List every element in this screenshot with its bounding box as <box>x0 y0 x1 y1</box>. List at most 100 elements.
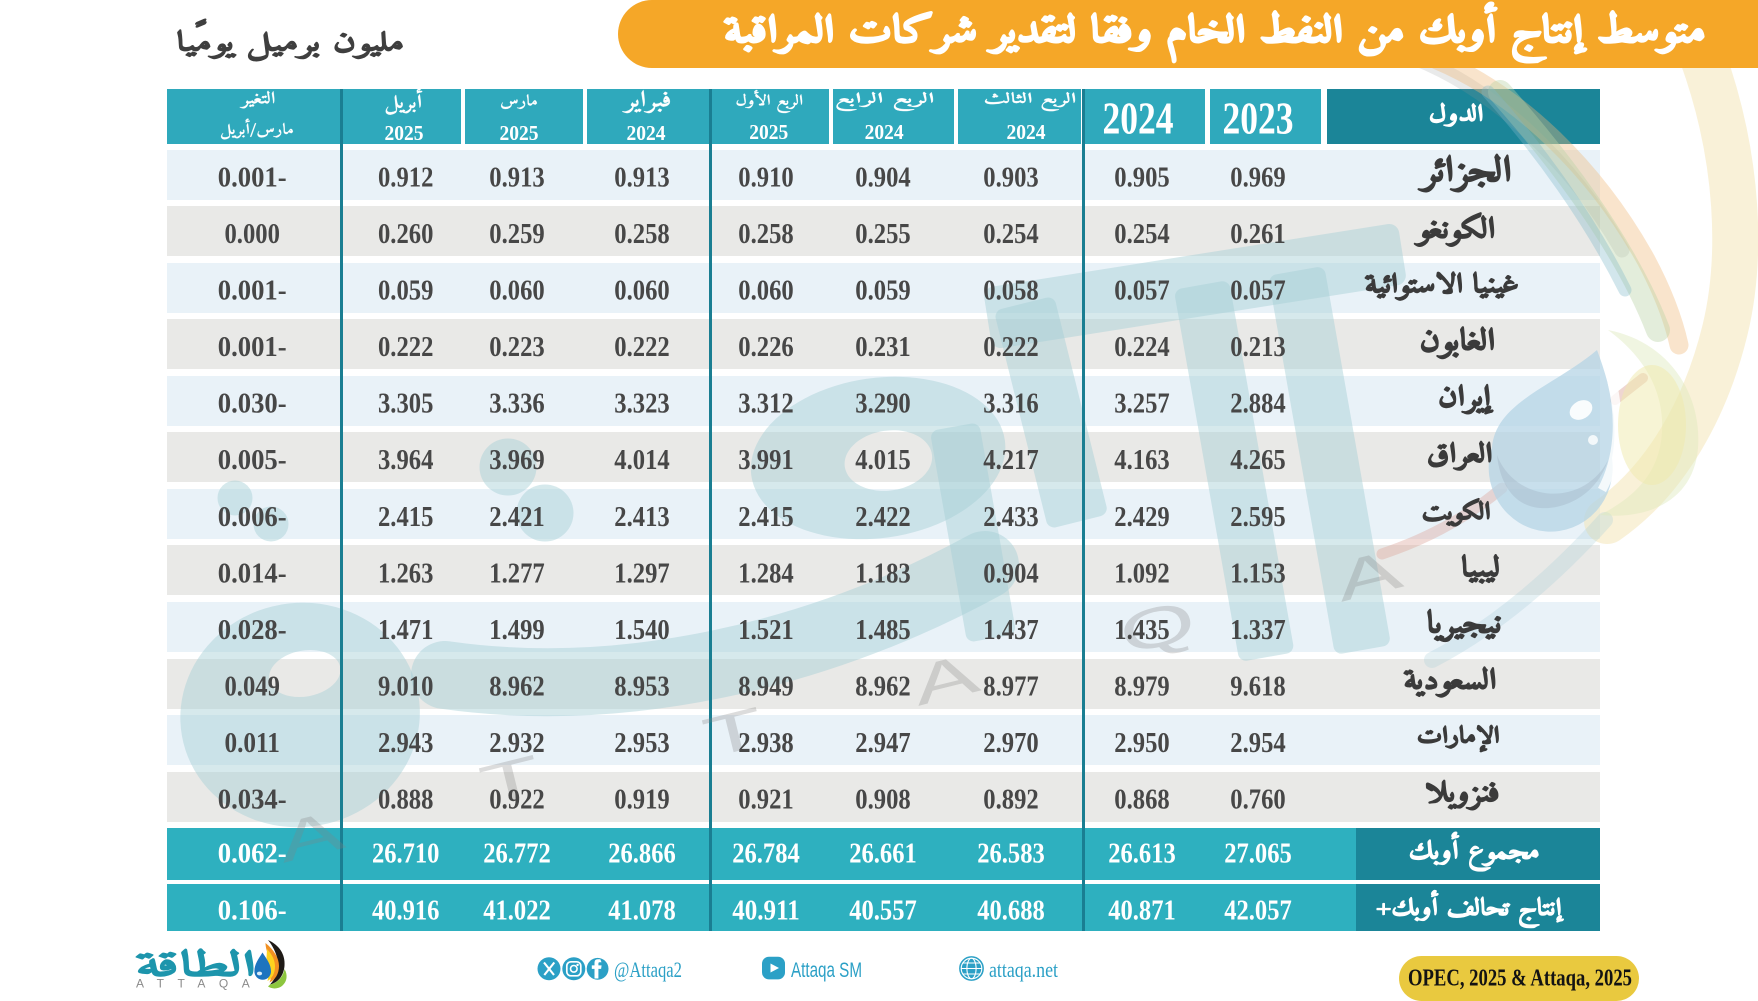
svg-text:2.595: 2.595 <box>1230 501 1285 533</box>
svg-text:2.413: 2.413 <box>614 501 669 533</box>
svg-text:0.057: 0.057 <box>1114 275 1169 307</box>
svg-text:0.049: 0.049 <box>225 671 280 703</box>
svg-text:8.962: 8.962 <box>855 671 910 703</box>
svg-text:0.969: 0.969 <box>1230 162 1285 194</box>
svg-text:3.305: 3.305 <box>378 388 433 420</box>
svg-text:0.892: 0.892 <box>983 784 1038 816</box>
svg-text:2.433: 2.433 <box>983 501 1038 533</box>
svg-text:1.337: 1.337 <box>1230 614 1285 646</box>
svg-text:3.336: 3.336 <box>489 388 544 420</box>
svg-text:0.034-: 0.034- <box>218 784 287 816</box>
svg-text:1.263: 1.263 <box>378 557 433 589</box>
svg-text:2025: 2025 <box>749 120 788 144</box>
svg-text:41.022: 41.022 <box>483 895 551 927</box>
svg-text:0.908: 0.908 <box>855 784 910 816</box>
svg-text:2.415: 2.415 <box>738 501 793 533</box>
svg-text:1.540: 1.540 <box>614 614 669 646</box>
svg-text:0.904: 0.904 <box>855 162 910 194</box>
svg-text:2.429: 2.429 <box>1114 501 1169 533</box>
svg-text:26.866: 26.866 <box>608 838 676 870</box>
svg-text:4.015: 4.015 <box>855 444 910 476</box>
svg-text:0.060: 0.060 <box>614 275 669 307</box>
svg-text:1.485: 1.485 <box>855 614 910 646</box>
svg-text:2.884: 2.884 <box>1230 388 1285 420</box>
svg-text:0.005-: 0.005- <box>218 444 287 476</box>
svg-text:0.922: 0.922 <box>489 784 544 816</box>
svg-text:3.991: 3.991 <box>738 444 793 476</box>
svg-text:26.784: 26.784 <box>732 838 800 870</box>
svg-text:2.950: 2.950 <box>1114 727 1169 759</box>
svg-text:3.964: 3.964 <box>378 444 433 476</box>
svg-text:0.001-: 0.001- <box>218 162 287 194</box>
svg-text:2.947: 2.947 <box>855 727 910 759</box>
svg-text:2.954: 2.954 <box>1230 727 1285 759</box>
svg-text:0.030-: 0.030- <box>218 388 287 420</box>
svg-text:A: A <box>906 641 985 718</box>
svg-text:0.254: 0.254 <box>983 218 1038 250</box>
svg-text:26.661: 26.661 <box>849 838 917 870</box>
svg-text:0.062-: 0.062- <box>218 838 287 870</box>
svg-text:40.557: 40.557 <box>849 895 917 927</box>
svg-text:8.953: 8.953 <box>614 671 669 703</box>
svg-text:0.000: 0.000 <box>225 218 280 250</box>
svg-text:T: T <box>474 743 547 818</box>
svg-text:9.010: 9.010 <box>378 671 433 703</box>
svg-text:1.284: 1.284 <box>738 557 793 589</box>
svg-text:2024: 2024 <box>865 120 904 144</box>
svg-text:0.913: 0.913 <box>489 162 544 194</box>
svg-text:1.471: 1.471 <box>378 614 433 646</box>
svg-text:2024: 2024 <box>1007 120 1046 144</box>
svg-text:26.772: 26.772 <box>483 838 551 870</box>
svg-text:0.919: 0.919 <box>614 784 669 816</box>
svg-text:2024: 2024 <box>627 121 666 145</box>
svg-text:0.760: 0.760 <box>1230 784 1285 816</box>
svg-text:1.277: 1.277 <box>489 557 544 589</box>
svg-text:1.297: 1.297 <box>614 557 669 589</box>
svg-text:A: A <box>1329 537 1408 614</box>
svg-text:1.521: 1.521 <box>738 614 793 646</box>
svg-text:OPEC, 2025 & Attaqa, 2025: OPEC, 2025 & Attaqa, 2025 <box>1408 966 1632 992</box>
svg-text:0.060: 0.060 <box>738 275 793 307</box>
svg-text:0.011: 0.011 <box>225 727 280 759</box>
svg-text:0.231: 0.231 <box>855 331 910 363</box>
svg-text:0.060: 0.060 <box>489 275 544 307</box>
svg-text:3.323: 3.323 <box>614 388 669 420</box>
svg-text:8.977: 8.977 <box>983 671 1038 703</box>
svg-text:4.265: 4.265 <box>1230 444 1285 476</box>
svg-text:0.259: 0.259 <box>489 218 544 250</box>
svg-text:40.911: 40.911 <box>732 895 800 927</box>
svg-text:3.290: 3.290 <box>855 388 910 420</box>
svg-text:0.014-: 0.014- <box>218 557 287 589</box>
svg-text:4.217: 4.217 <box>983 444 1038 476</box>
svg-text:8.949: 8.949 <box>738 671 793 703</box>
svg-text:0.226: 0.226 <box>738 331 793 363</box>
svg-text:2025: 2025 <box>500 121 539 145</box>
svg-text:1.435: 1.435 <box>1114 614 1169 646</box>
svg-text:A: A <box>271 798 350 875</box>
svg-text:0.258: 0.258 <box>614 218 669 250</box>
svg-text:9.618: 9.618 <box>1230 671 1285 703</box>
svg-text:40.688: 40.688 <box>977 895 1045 927</box>
svg-text:26.710: 26.710 <box>372 838 440 870</box>
svg-text:0.059: 0.059 <box>855 275 910 307</box>
svg-text:0.028-: 0.028- <box>218 614 287 646</box>
svg-text:0.888: 0.888 <box>378 784 433 816</box>
svg-text:2.932: 2.932 <box>489 727 544 759</box>
svg-text:0.223: 0.223 <box>489 331 544 363</box>
svg-text:0.213: 0.213 <box>1230 331 1285 363</box>
svg-text:42.057: 42.057 <box>1224 895 1292 927</box>
svg-text:0.903: 0.903 <box>983 162 1038 194</box>
svg-text:8.979: 8.979 <box>1114 671 1169 703</box>
svg-text:3.257: 3.257 <box>1114 388 1169 420</box>
svg-text:2.415: 2.415 <box>378 501 433 533</box>
svg-text:0.261: 0.261 <box>1230 218 1285 250</box>
svg-text:4.163: 4.163 <box>1114 444 1169 476</box>
svg-text:0.222: 0.222 <box>378 331 433 363</box>
svg-text:1.183: 1.183 <box>855 557 910 589</box>
svg-text:0.868: 0.868 <box>1114 784 1169 816</box>
svg-text:0.001-: 0.001- <box>218 331 287 363</box>
svg-text:0.921: 0.921 <box>738 784 793 816</box>
svg-text:3.312: 3.312 <box>738 388 793 420</box>
svg-text:41.078: 41.078 <box>608 895 676 927</box>
svg-text:3.969: 3.969 <box>489 444 544 476</box>
